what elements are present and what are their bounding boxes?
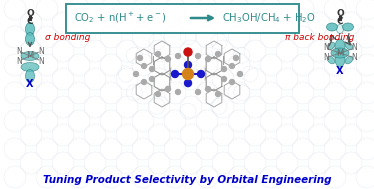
Ellipse shape [345, 42, 353, 50]
Text: σ bonding: σ bonding [45, 33, 91, 42]
Ellipse shape [21, 51, 39, 60]
Text: X: X [336, 66, 344, 76]
Circle shape [184, 48, 192, 56]
Text: N: N [16, 46, 22, 56]
Text: N: N [38, 57, 44, 66]
Ellipse shape [335, 51, 345, 67]
Circle shape [215, 91, 221, 97]
Ellipse shape [335, 39, 345, 55]
Text: N: N [351, 53, 357, 63]
Text: N: N [351, 43, 357, 53]
Circle shape [150, 77, 154, 81]
Text: CH$_3$OH/CH$_4$ + H$_2$O: CH$_3$OH/CH$_4$ + H$_2$O [222, 11, 316, 25]
Text: C: C [27, 18, 33, 26]
Text: M: M [336, 49, 344, 57]
Circle shape [221, 77, 227, 81]
Ellipse shape [327, 56, 335, 64]
Ellipse shape [327, 23, 337, 31]
Circle shape [237, 71, 242, 77]
Text: O: O [26, 9, 34, 18]
Circle shape [166, 87, 171, 91]
Text: M: M [27, 51, 34, 60]
Circle shape [233, 56, 239, 60]
Circle shape [175, 90, 181, 94]
Circle shape [183, 68, 193, 80]
Ellipse shape [331, 48, 349, 58]
Text: CO$_2$ + n(H$^+$+ e$^-$): CO$_2$ + n(H$^+$+ e$^-$) [74, 11, 167, 25]
Circle shape [134, 71, 138, 77]
Circle shape [230, 80, 234, 84]
Circle shape [141, 80, 147, 84]
Text: N: N [16, 57, 22, 66]
Circle shape [230, 64, 234, 68]
Ellipse shape [327, 42, 335, 50]
Ellipse shape [343, 23, 353, 31]
Ellipse shape [21, 63, 39, 71]
Circle shape [221, 67, 227, 71]
Circle shape [197, 70, 205, 77]
Ellipse shape [345, 56, 353, 64]
Circle shape [205, 57, 211, 61]
Circle shape [215, 51, 221, 57]
Circle shape [156, 51, 160, 57]
Circle shape [184, 80, 191, 87]
Text: N: N [323, 43, 329, 53]
Circle shape [150, 67, 154, 71]
Text: O: O [336, 9, 344, 18]
Circle shape [196, 53, 200, 59]
FancyBboxPatch shape [67, 4, 300, 33]
Ellipse shape [25, 33, 34, 46]
Circle shape [184, 61, 191, 68]
Ellipse shape [25, 22, 34, 36]
Text: X: X [26, 79, 34, 89]
Circle shape [172, 70, 178, 77]
Circle shape [175, 53, 181, 59]
Circle shape [205, 87, 211, 91]
Circle shape [141, 64, 147, 68]
Circle shape [196, 90, 200, 94]
Circle shape [156, 91, 160, 97]
Text: C: C [337, 18, 343, 26]
Circle shape [138, 56, 142, 60]
Circle shape [166, 57, 171, 61]
Ellipse shape [337, 25, 343, 33]
Text: N: N [38, 46, 44, 56]
Text: Tuning Product Selectivity by Orbital Engineering: Tuning Product Selectivity by Orbital En… [43, 175, 331, 185]
Ellipse shape [25, 70, 34, 83]
Text: π back bonding: π back bonding [285, 33, 355, 42]
Text: N: N [323, 53, 329, 63]
